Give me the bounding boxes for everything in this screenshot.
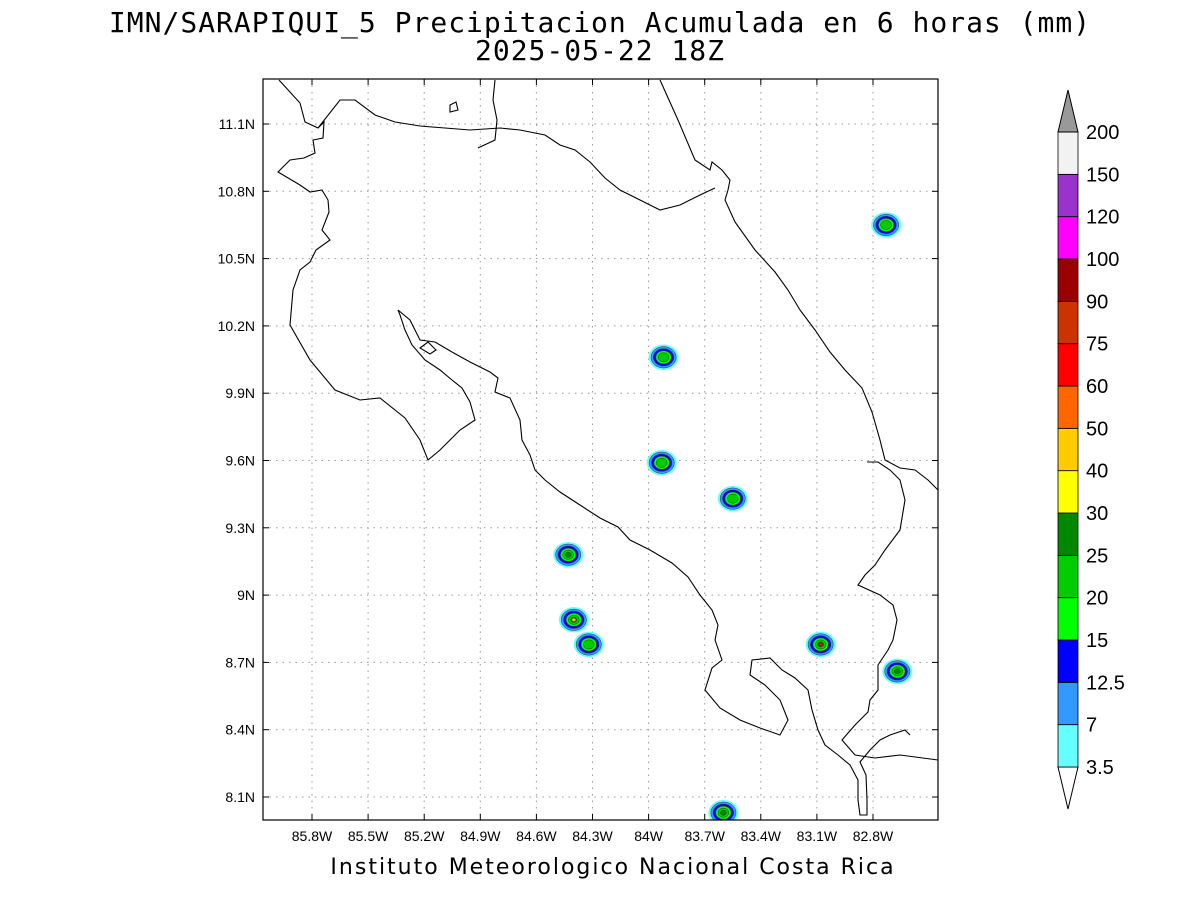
colorbar-swatch <box>1057 300 1079 345</box>
colorbar: 3.5 7 12.5 15 20 25 30 40 50 60 75 90 100 120 150 200 <box>1057 89 1125 810</box>
lon-tick-label: 83.1W <box>797 828 838 844</box>
colorbar-label: 40 <box>1086 461 1108 483</box>
colorbar-swatch <box>1057 343 1079 387</box>
colorbar-label: 150 <box>1086 164 1119 186</box>
precip-cell <box>646 449 677 476</box>
nicaragua-lake-shore <box>317 99 716 211</box>
lat-tick-label: 8.7N <box>225 654 255 670</box>
lon-tick-label: 85.2W <box>404 828 445 844</box>
colorbar-swatch <box>1057 512 1079 556</box>
lat-tick-label: 8.1N <box>225 789 255 805</box>
island-nicoya <box>419 341 437 355</box>
coastlines <box>277 79 938 816</box>
precip-cell <box>805 631 836 658</box>
colorbar-label: 30 <box>1086 503 1108 525</box>
lat-tick-label: 8.4N <box>225 722 255 738</box>
precip-cell <box>553 541 584 568</box>
map-date: 2025-05-22 18Z <box>474 34 725 67</box>
colorbar-swatch <box>1057 681 1079 726</box>
colorbar-swatch <box>1057 639 1079 683</box>
map-title: IMN/SARAPIQUI_5 Precipitacion Acumulada … <box>108 6 1092 39</box>
lon-tick-label: 82.8W <box>853 828 894 844</box>
institution-credit: Instituto Meteorologico Nacional Costa R… <box>330 855 896 880</box>
precip-cell <box>871 212 902 238</box>
colorbar-swatch <box>1057 724 1079 768</box>
colorbar-label: 7 <box>1086 715 1097 737</box>
lon-tick-label: 84.9W <box>460 828 501 844</box>
map-grid <box>263 79 938 820</box>
map-axes: 85.8W 85.5W 85.2W 84.9W 84.6W 84.3W 84W 83.7W 83… <box>218 79 938 844</box>
colorbar-label: 200 <box>1086 122 1119 144</box>
lat-tick-label: 9.6N <box>225 453 255 469</box>
lon-tick-label: 84W <box>634 828 664 844</box>
precip-cell <box>558 607 589 633</box>
nicaragua-north-coast <box>277 79 476 461</box>
colorbar-swatch <box>1057 427 1079 472</box>
san-juan-river <box>477 79 498 149</box>
panama-border <box>841 461 938 761</box>
precip-cell <box>573 631 604 658</box>
colorbar-swatch <box>1057 258 1079 302</box>
precip-cell <box>717 485 748 512</box>
colorbar-label: 75 <box>1086 334 1108 356</box>
nicoya-gulf <box>397 309 911 816</box>
precip-cell <box>708 799 739 820</box>
colorbar-swatch <box>1057 131 1079 175</box>
island-north <box>449 101 459 113</box>
lat-tick-label: 10.5N <box>218 251 255 267</box>
colorbar-min-arrow <box>1057 766 1079 810</box>
colorbar-swatch <box>1057 385 1079 429</box>
colorbar-swatch <box>1057 173 1079 218</box>
lat-tick-label: 9.3N <box>225 520 255 536</box>
colorbar-label: 100 <box>1086 249 1119 271</box>
lon-tick-label: 84.6W <box>516 828 557 844</box>
colorbar-label: 15 <box>1086 630 1108 652</box>
colorbar-swatch <box>1057 470 1079 514</box>
lon-tick-label: 83.7W <box>684 828 725 844</box>
precip-cell <box>648 344 679 371</box>
colorbar-label: 60 <box>1086 376 1108 398</box>
colorbar-swatch <box>1057 554 1079 599</box>
colorbar-swatch <box>1057 216 1079 260</box>
map-frame <box>262 78 939 821</box>
colorbar-label: 50 <box>1086 418 1108 440</box>
lon-tick-label: 85.5W <box>348 828 389 844</box>
lon-tick-label: 83.4W <box>741 828 782 844</box>
precipitation-field <box>553 212 913 820</box>
lat-tick-label: 10.8N <box>218 183 255 199</box>
lat-tick-label: 11.1N <box>219 116 255 132</box>
lat-tick-label: 9N <box>237 587 255 603</box>
lon-tick-label: 84.3W <box>572 828 613 844</box>
colorbar-max-arrow <box>1057 89 1079 133</box>
colorbar-label: 3.5 <box>1086 757 1114 779</box>
colorbar-label: 120 <box>1086 207 1119 229</box>
colorbar-swatch <box>1057 597 1079 641</box>
lat-tick-label: 10.2N <box>218 318 255 334</box>
lat-tick-label: 9.9N <box>225 385 255 401</box>
lon-tick-label: 85.8W <box>292 828 333 844</box>
colorbar-label: 25 <box>1086 545 1108 567</box>
caribbean-coast <box>659 79 938 491</box>
colorbar-label: 20 <box>1086 588 1108 610</box>
colorbar-label: 90 <box>1086 291 1108 313</box>
colorbar-label: 12.5 <box>1086 672 1125 694</box>
precip-cell <box>882 658 913 685</box>
